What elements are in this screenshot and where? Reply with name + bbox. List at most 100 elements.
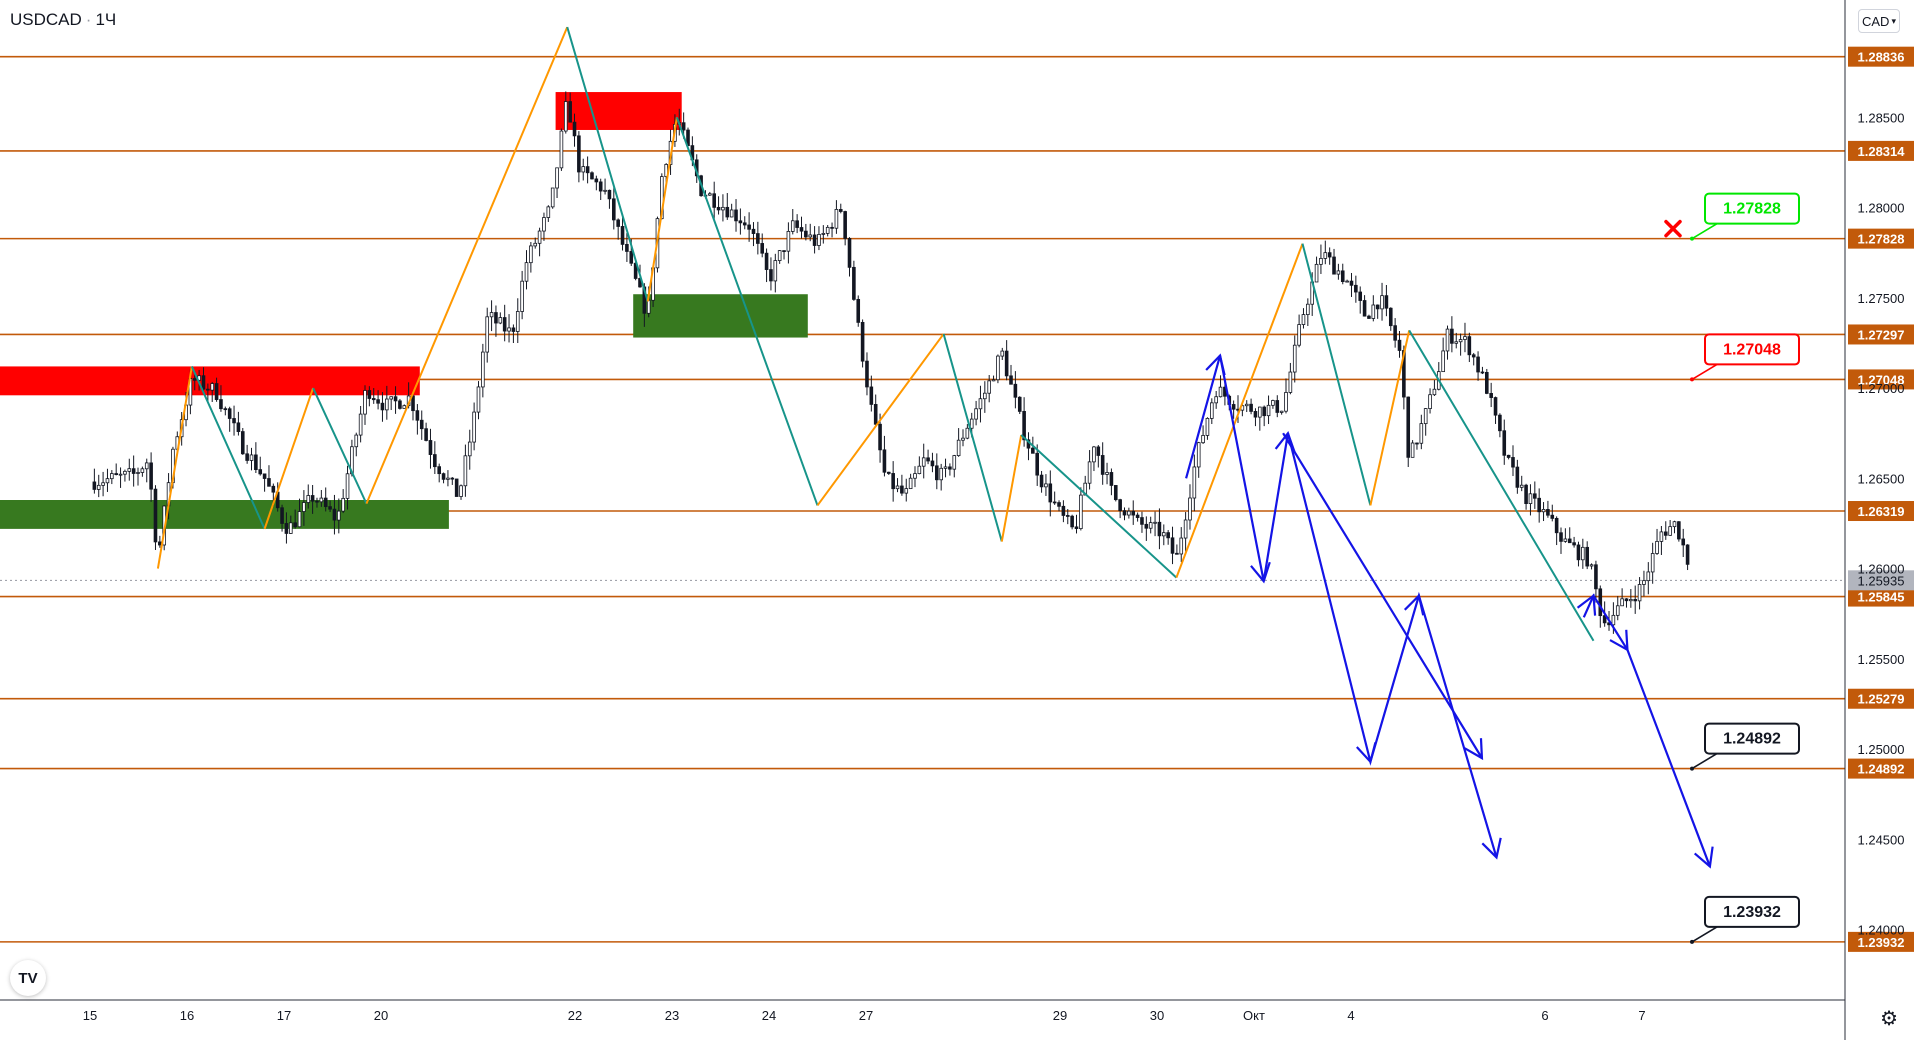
candle-body (1244, 403, 1249, 407)
callout-pointer (1691, 222, 1718, 240)
candle-body (1375, 304, 1380, 310)
candle (978, 385, 983, 423)
candle-body (838, 209, 843, 212)
candle (1685, 544, 1690, 571)
candle-body (681, 122, 686, 131)
target-callout[interactable] (1704, 192, 1800, 225)
target-callout[interactable] (1704, 895, 1800, 928)
candle (371, 388, 376, 404)
candle (764, 248, 769, 283)
zigzag-leg[interactable] (263, 387, 315, 530)
candle (337, 498, 341, 534)
candle-body (1672, 521, 1677, 528)
candle-body (542, 217, 546, 232)
candle-body (1210, 402, 1214, 419)
level-label: 1.26319 (1858, 504, 1905, 519)
candle (1388, 307, 1393, 331)
arrowhead (1481, 837, 1502, 860)
candle (965, 424, 970, 440)
candle (293, 509, 297, 529)
candle-body (1489, 393, 1493, 398)
candle (1485, 368, 1489, 395)
x-tick-label: 30 (1150, 1008, 1164, 1023)
candle-body (1127, 510, 1131, 516)
candle-body (1406, 396, 1411, 458)
candle-body (969, 418, 974, 429)
candle (751, 222, 756, 247)
candle-body (1502, 430, 1507, 456)
zigzag-leg[interactable] (942, 333, 1003, 542)
demand-zone[interactable] (0, 500, 449, 529)
candle (742, 216, 747, 230)
candle (1048, 470, 1053, 517)
zigzag-leg[interactable] (1020, 434, 1178, 579)
candle-body (341, 497, 345, 512)
candle-body (1070, 515, 1074, 528)
candle-body (1140, 517, 1144, 525)
candle (1563, 528, 1568, 543)
arrowhead (1693, 846, 1714, 869)
candle-body (729, 209, 734, 218)
target-callout[interactable] (1704, 333, 1800, 366)
candle-body (1292, 344, 1297, 373)
zigzag-leg[interactable] (675, 116, 819, 506)
currency-selector[interactable]: CAD ▾ (1858, 9, 1900, 33)
candle-body (337, 510, 341, 521)
candle (1096, 445, 1101, 468)
candle (1013, 371, 1018, 409)
zigzag-leg[interactable] (816, 333, 945, 507)
arrowhead (1274, 430, 1296, 453)
candle-body (358, 413, 363, 436)
zigzag-leg[interactable] (646, 117, 678, 302)
candle (834, 200, 839, 234)
symbol-title[interactable]: USDCAD · 1Ч (10, 10, 116, 30)
x-tick-label: 24 (762, 1008, 776, 1023)
candle-body (843, 211, 847, 239)
candle (1284, 378, 1288, 414)
supply-zone[interactable] (0, 366, 420, 396)
projection-path[interactable] (1282, 432, 1483, 759)
level-label: 1.28836 (1858, 50, 1905, 65)
candle (1258, 406, 1262, 431)
supply-zone[interactable] (555, 92, 682, 130)
candle-body (1567, 538, 1572, 544)
zigzag-leg[interactable] (156, 366, 193, 569)
tradingview-logo-icon[interactable]: TV (10, 960, 46, 996)
zigzag-leg[interactable] (190, 366, 266, 530)
candle-body (708, 193, 712, 196)
zigzag-leg[interactable] (1000, 434, 1023, 542)
zigzag-leg[interactable] (1301, 243, 1372, 506)
zigzag-leg[interactable] (1369, 330, 1411, 506)
candle (930, 452, 935, 473)
candle-body (1432, 388, 1437, 396)
candle-body (1476, 356, 1480, 373)
candle (1210, 398, 1214, 425)
zigzag-leg[interactable] (566, 26, 649, 302)
demand-zone[interactable] (633, 294, 808, 338)
zigzag-leg[interactable] (365, 26, 569, 504)
interval-label: 1Ч (95, 10, 117, 29)
candle-body (1563, 538, 1568, 542)
candle (358, 405, 363, 443)
candle (908, 473, 913, 490)
gear-icon[interactable]: ⚙ (1880, 1008, 1898, 1030)
zigzag-leg[interactable] (1175, 243, 1304, 578)
candle (389, 396, 393, 411)
candle-body (136, 472, 140, 474)
zigzag-leg[interactable] (312, 387, 368, 505)
projection-path[interactable] (1582, 593, 1711, 867)
candle (891, 461, 895, 502)
y-tick-label: 1.27000 (1858, 381, 1905, 396)
candle (1476, 351, 1480, 381)
candle-body (240, 431, 245, 455)
candle (1393, 318, 1397, 348)
arrowhead (1576, 593, 1597, 616)
target-callout[interactable] (1704, 722, 1800, 755)
zigzag-leg[interactable] (1408, 329, 1595, 642)
candle-body (467, 441, 472, 457)
candle (1454, 332, 1459, 349)
candle (144, 458, 149, 483)
candle-body (1279, 410, 1284, 413)
